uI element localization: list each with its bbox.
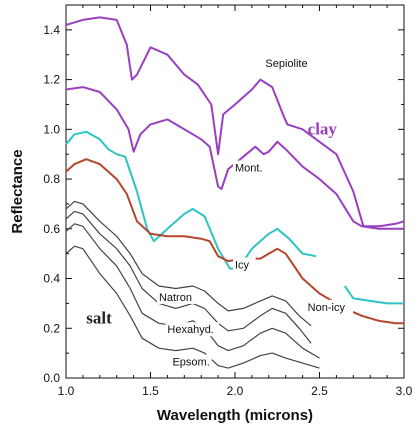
annotation-label: Hexahyd.	[167, 324, 213, 336]
y-tick-label: 0.6	[43, 222, 60, 236]
y-tick-label: 1.2	[43, 73, 60, 87]
series-line-icy-continued-	[343, 285, 404, 305]
y-tick-label: 0.4	[43, 272, 60, 286]
annotation-label: Icy	[235, 260, 250, 272]
x-axis-title: Wavelength (microns)	[157, 407, 313, 424]
annotation-bg	[165, 322, 219, 337]
series-line-mont-	[65, 86, 404, 230]
series-line-epsom-	[65, 245, 320, 369]
y-tick-label: 1.0	[43, 122, 60, 136]
y-axis-title: Reflectance	[9, 149, 26, 233]
annotation-bg	[170, 354, 212, 369]
annotation-label: Mont.	[235, 163, 263, 175]
series-line-sepiolite	[65, 16, 405, 228]
annotation-label: Epsom.	[172, 357, 209, 369]
annotation-bg	[263, 56, 324, 71]
x-tick-label: 1.5	[142, 384, 159, 398]
x-tick-label: 2.5	[311, 384, 328, 398]
y-tick-label: 0.8	[43, 172, 60, 186]
x-tick-label: 2.0	[227, 384, 244, 398]
annotation-label: Natron	[159, 292, 192, 304]
series-line-icy	[65, 130, 317, 270]
annotation-label: Sepiolite	[265, 58, 307, 70]
series-line-hexahyd-	[65, 223, 320, 359]
x-tick-label: 3.0	[396, 384, 413, 398]
y-tick-label: 0.2	[43, 321, 60, 335]
series-line-top-salt	[65, 200, 312, 327]
x-tick-label: 1.0	[58, 384, 75, 398]
y-tick-label: 0.0	[43, 371, 60, 385]
salt-group-label: salt	[86, 308, 112, 327]
annotation-bg	[305, 299, 354, 314]
clay-group-label: clay	[308, 119, 338, 138]
annotation-bg	[233, 257, 256, 272]
annotation-label: Non-icy	[308, 302, 346, 314]
annotation-bg	[156, 289, 199, 304]
annotation-bg	[233, 160, 268, 175]
y-tick-label: 1.4	[43, 23, 60, 37]
